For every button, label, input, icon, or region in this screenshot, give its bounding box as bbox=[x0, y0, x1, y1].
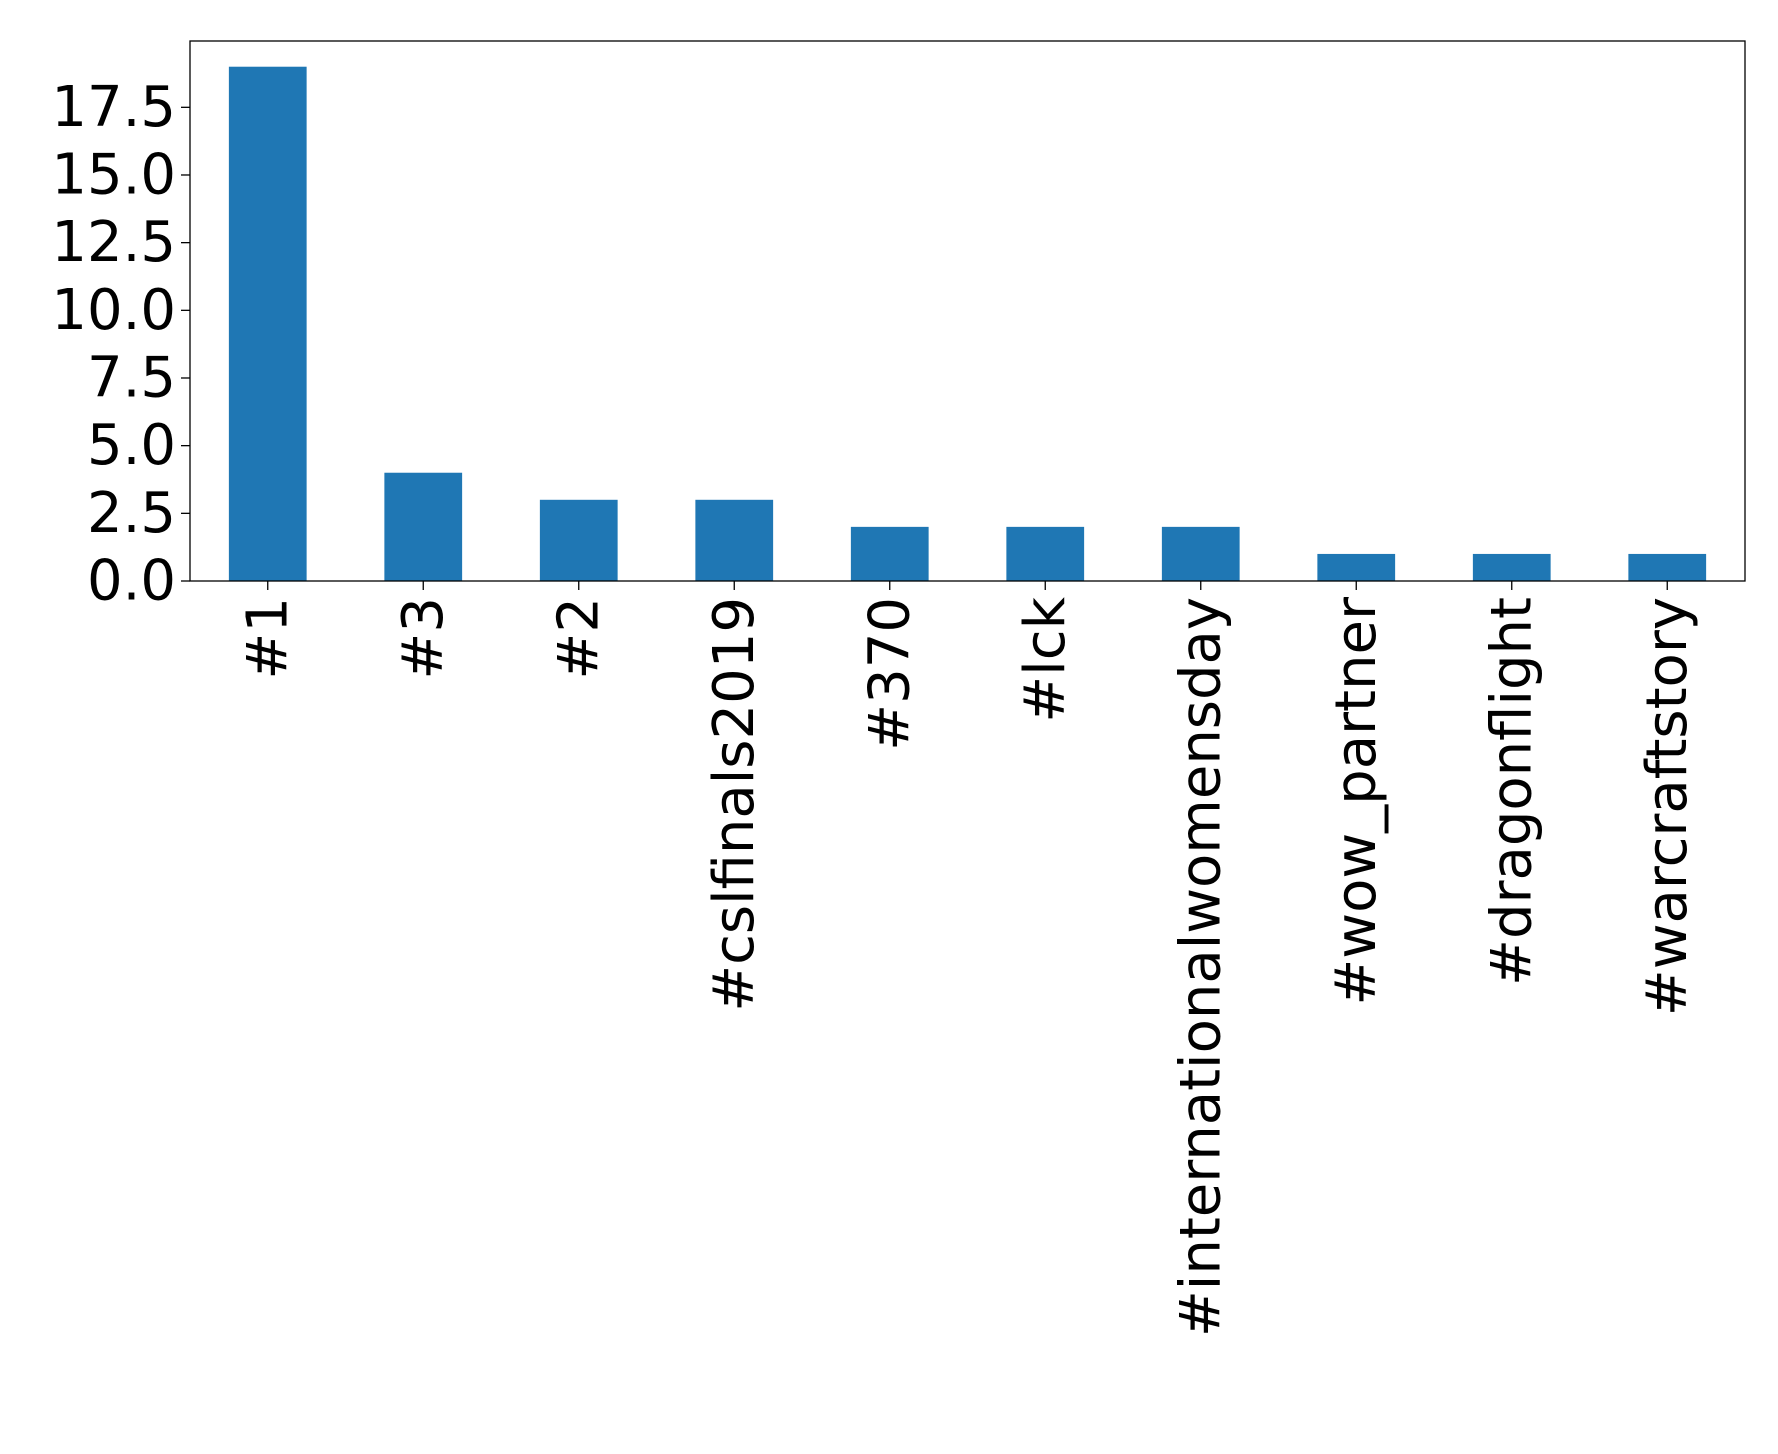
bar-7 bbox=[1317, 553, 1396, 581]
bar-8 bbox=[1472, 553, 1551, 581]
y-tick-label: 5.0 bbox=[87, 413, 176, 478]
bar-5 bbox=[1006, 526, 1085, 581]
bar-6 bbox=[1161, 526, 1240, 581]
plot-frame bbox=[189, 40, 1746, 582]
x-tick-label: #wow_partner bbox=[1324, 596, 1389, 1006]
x-tick-label: #2 bbox=[546, 597, 611, 680]
x-tick-label: #cslfinals2019 bbox=[702, 597, 767, 1012]
bar-9 bbox=[1628, 553, 1707, 581]
bar-3 bbox=[695, 499, 774, 581]
x-tick-label: #1 bbox=[235, 597, 300, 680]
y-tick-label: 12.5 bbox=[51, 210, 176, 275]
x-tick-label: #warcraftstory bbox=[1635, 597, 1700, 1016]
y-tick-label: 17.5 bbox=[51, 75, 176, 140]
y-tick-label: 0.0 bbox=[87, 549, 176, 614]
bar-4 bbox=[850, 526, 929, 581]
y-tick-label: 2.5 bbox=[87, 481, 176, 546]
x-tick-label: #3 bbox=[391, 597, 456, 680]
bar-0 bbox=[228, 66, 307, 581]
y-tick-label: 7.5 bbox=[87, 345, 176, 410]
x-tick-label: #dragonflight bbox=[1479, 597, 1544, 986]
y-tick-label: 15.0 bbox=[51, 142, 176, 207]
x-tick-label: #internationalwomensday bbox=[1168, 597, 1233, 1337]
bar-1 bbox=[384, 472, 463, 581]
bars-group bbox=[228, 66, 1707, 581]
x-tick-label: #lck bbox=[1013, 596, 1078, 722]
y-axis: 0.02.55.07.510.012.515.017.5 bbox=[51, 75, 190, 614]
y-tick-label: 10.0 bbox=[51, 278, 176, 343]
x-axis: #1 #3 #2 #cslfinals2019 #370 #lck #internation… bbox=[235, 581, 1700, 1337]
x-tick-label: #370 bbox=[857, 597, 922, 751]
bar-2 bbox=[539, 499, 618, 581]
